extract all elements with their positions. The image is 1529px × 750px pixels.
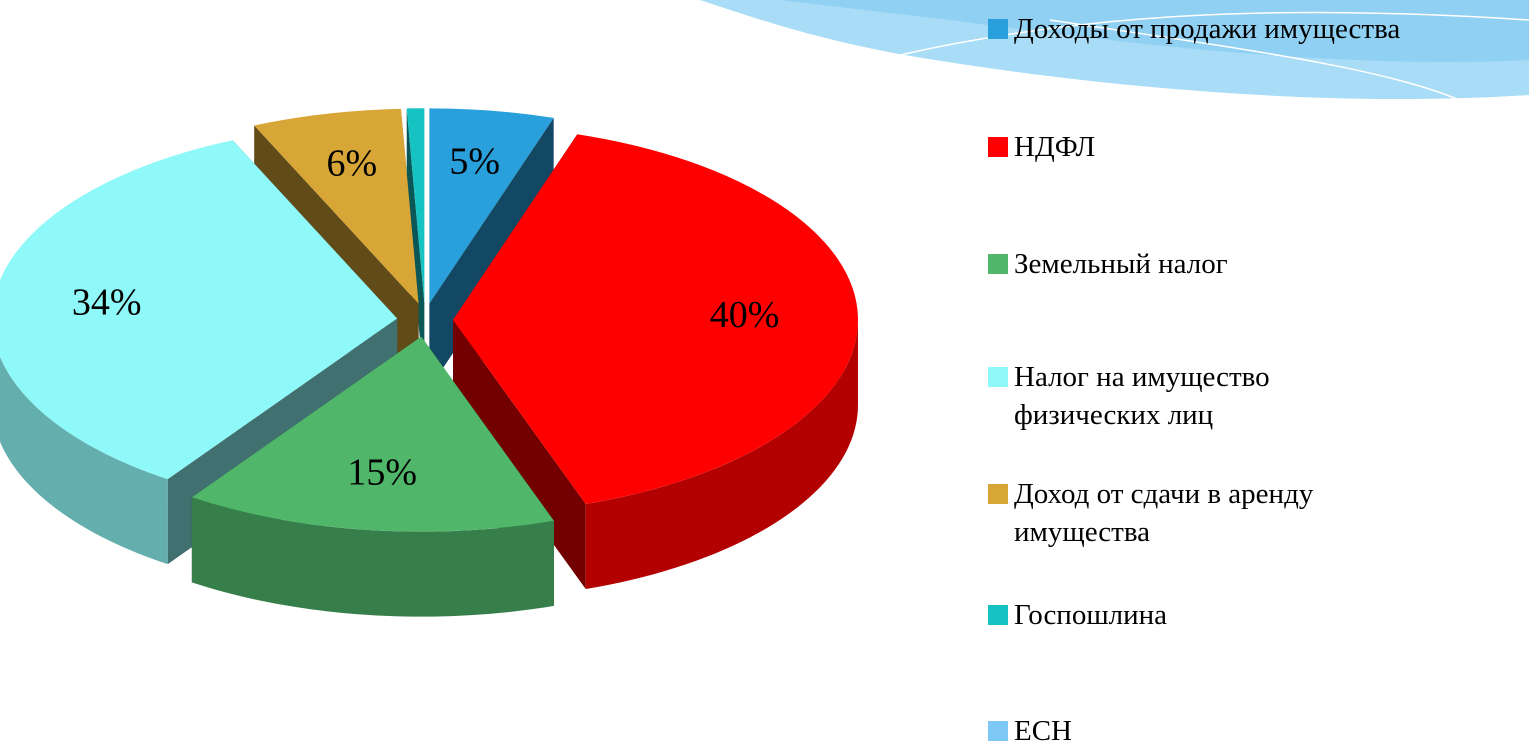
slice-side <box>0 356 168 565</box>
legend-swatch <box>988 367 1008 387</box>
slice-side <box>585 319 858 590</box>
legend-label: Налог на имущество физических лиц <box>1014 361 1270 431</box>
slice <box>429 108 554 304</box>
legend-swatch <box>988 605 1008 625</box>
data-label: 34% <box>72 281 142 323</box>
legend: Доходы от продажи имущества НДФЛ Земельный… <box>988 0 1529 747</box>
legend-label: Земельный налог <box>1014 248 1228 280</box>
swoosh <box>780 0 1529 62</box>
data-label: 40% <box>710 294 780 336</box>
data-label: 5% <box>449 140 500 182</box>
legend-swatch <box>988 484 1008 504</box>
legend-label: НДФЛ <box>1014 131 1096 163</box>
legend-swatch <box>988 254 1008 274</box>
legend-swatch <box>988 721 1008 741</box>
slice <box>406 108 425 304</box>
legend-item: Налог на имущество физических лиц <box>988 358 1354 434</box>
legend-item: Доход от сдачи в аренду имущества <box>988 475 1354 551</box>
swoosh-line <box>1049 19 1471 106</box>
slice-side <box>191 497 554 617</box>
legend-label: Доход от сдачи в аренду имущества <box>1014 478 1314 548</box>
legend-item: Земельный налог <box>988 245 1354 283</box>
slice <box>254 108 419 304</box>
swoosh-line <box>899 11 1529 56</box>
legend-swatch <box>988 19 1008 39</box>
slice <box>191 336 554 532</box>
data-label: 6% <box>327 143 378 185</box>
legend-item: НДФЛ <box>988 128 1354 166</box>
legend-item: Госпошлина <box>988 596 1354 634</box>
legend-label: Госпошлина <box>1014 599 1168 631</box>
slice <box>0 140 398 480</box>
legend-item: ЕСН <box>988 712 1354 750</box>
data-label: 15% <box>347 452 417 494</box>
slice-wall <box>406 108 425 389</box>
legend-label: ЕСН <box>1014 715 1072 747</box>
legend-swatch <box>988 137 1008 157</box>
decoration <box>700 0 1529 106</box>
pie: 5% 40% 15% 34% 6% <box>0 108 858 617</box>
slice <box>452 134 858 505</box>
legend-item: Доходы от продажи имущества <box>988 10 1401 48</box>
legend-label: Доходы от продажи имущества <box>1014 13 1401 45</box>
